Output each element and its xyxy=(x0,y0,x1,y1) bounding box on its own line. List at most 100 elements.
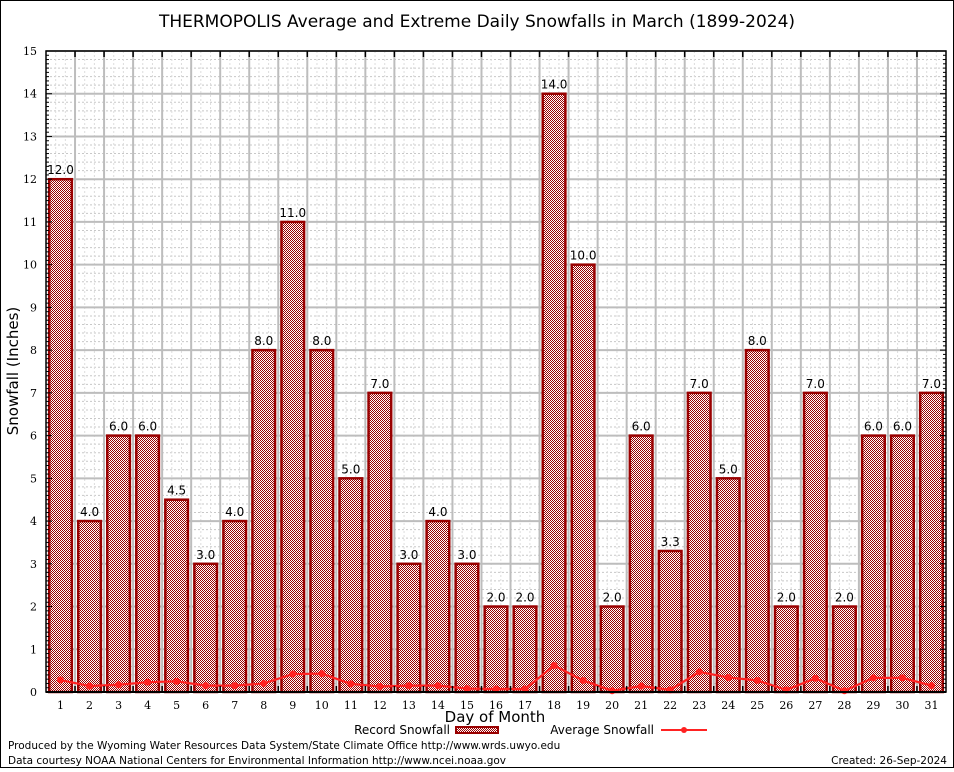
x-tick-label: 1 xyxy=(57,699,64,712)
x-tick-label: 24 xyxy=(721,699,735,712)
average-point-day-16 xyxy=(492,685,500,693)
axes xyxy=(45,50,947,693)
legend-swatch-record xyxy=(455,726,499,734)
bar-value-label: 8.0 xyxy=(748,334,767,348)
footer-created-date: Created: 26-Sep-2024 xyxy=(831,755,947,767)
bar-record-day-4 xyxy=(135,434,161,694)
average-line xyxy=(57,662,935,695)
bar-record-day-22 xyxy=(657,549,683,694)
average-point-day-27 xyxy=(811,674,819,682)
footer-produced-by: Produced by the Wyoming Water Resources … xyxy=(8,740,560,752)
bar-value-label: 3.0 xyxy=(399,548,418,562)
bar-value-label: 6.0 xyxy=(138,420,157,434)
y-tick-label: 2 xyxy=(30,601,37,614)
x-tick-label: 13 xyxy=(402,699,416,712)
bar-record-day-16 xyxy=(483,605,509,694)
average-point-day-9 xyxy=(289,670,297,678)
bar-record-day-29 xyxy=(860,434,886,694)
x-tick-label: 9 xyxy=(289,699,296,712)
bar-record-day-24 xyxy=(715,477,741,694)
bar-value-label: 7.0 xyxy=(806,377,825,391)
bar-record-day-3 xyxy=(106,434,132,694)
y-tick-label: 13 xyxy=(23,130,37,143)
bar-value-label: 7.0 xyxy=(922,377,941,391)
average-point-day-12 xyxy=(376,682,384,690)
bar-value-label: 2.0 xyxy=(486,591,505,605)
bar-record-day-19 xyxy=(570,263,596,694)
bar-record-day-25 xyxy=(744,348,770,694)
y-axis-label: Snowfall (Inches) xyxy=(4,307,22,435)
x-tick-label: 30 xyxy=(895,699,909,712)
bar-value-label: 6.0 xyxy=(632,420,651,434)
y-tick-label: 8 xyxy=(30,344,37,357)
average-point-day-29 xyxy=(869,674,877,682)
bar-value-label: 8.0 xyxy=(254,334,273,348)
average-point-day-5 xyxy=(173,677,181,685)
average-point-day-15 xyxy=(463,685,471,693)
x-tick-label: 15 xyxy=(460,699,474,712)
x-tick-label: 29 xyxy=(866,699,880,712)
x-tick-label: 17 xyxy=(518,699,532,712)
x-tick-label: 10 xyxy=(315,699,329,712)
average-point-day-25 xyxy=(753,676,761,684)
x-tick-label: 27 xyxy=(808,699,822,712)
x-tick-label: 21 xyxy=(634,699,648,712)
bar-value-label: 7.0 xyxy=(370,377,389,391)
x-tick-label: 16 xyxy=(489,699,503,712)
bar-record-day-26 xyxy=(773,605,799,694)
x-axis-label: Day of Month xyxy=(445,708,546,726)
x-tick-label: 26 xyxy=(779,699,793,712)
average-point-day-23 xyxy=(695,668,703,676)
x-tick-label: 4 xyxy=(144,699,151,712)
bar-value-label: 8.0 xyxy=(312,334,331,348)
y-tick-label: 4 xyxy=(30,515,37,528)
x-tick-label: 5 xyxy=(173,699,180,712)
footer-data-courtesy: Data courtesy NOAA National Centers for … xyxy=(8,755,506,767)
y-tick-label: 1 xyxy=(30,643,37,656)
y-tick-label: 5 xyxy=(30,472,37,485)
x-tick-label: 3 xyxy=(115,699,122,712)
y-tick-label: 7 xyxy=(30,387,37,400)
average-point-day-6 xyxy=(202,682,210,690)
average-point-day-19 xyxy=(579,676,587,684)
bar-record-day-17 xyxy=(512,605,538,694)
average-point-day-8 xyxy=(260,679,268,687)
y-tick-label: 10 xyxy=(23,259,37,272)
x-tick-label: 31 xyxy=(924,699,938,712)
bar-value-label: 14.0 xyxy=(541,78,568,92)
average-point-day-30 xyxy=(898,674,906,682)
y-tick-label: 12 xyxy=(23,173,37,186)
bar-record-day-5 xyxy=(164,498,190,694)
y-tick-label: 3 xyxy=(30,558,37,571)
bar-value-label: 3.0 xyxy=(457,548,476,562)
bar-value-label: 2.0 xyxy=(515,591,534,605)
x-tick-label: 8 xyxy=(260,699,267,712)
bar-value-label: 2.0 xyxy=(777,591,796,605)
bar-record-day-1 xyxy=(47,177,74,694)
y-tick-label: 14 xyxy=(23,88,37,101)
bar-record-day-21 xyxy=(628,434,654,694)
bar-record-day-10 xyxy=(309,348,335,694)
average-point-day-7 xyxy=(231,682,239,690)
average-point-day-10 xyxy=(318,670,326,678)
bar-record-day-30 xyxy=(889,434,916,694)
bar-value-label: 4.0 xyxy=(428,505,447,519)
bar-record-day-20 xyxy=(599,605,625,694)
bar-record-day-2 xyxy=(76,519,103,694)
x-tick-label: 22 xyxy=(663,699,677,712)
x-tick-label: 14 xyxy=(431,699,445,712)
x-tick-label: 19 xyxy=(576,699,590,712)
x-tick-label: 12 xyxy=(373,699,387,712)
bars xyxy=(47,92,945,694)
bar-record-day-9 xyxy=(280,220,306,694)
average-point-day-24 xyxy=(724,673,732,681)
bar-record-day-28 xyxy=(831,605,857,694)
bar-value-label: 4.0 xyxy=(80,505,99,519)
legend: Record Snowfall Average Snowfall xyxy=(354,723,707,737)
bar-value-label: 6.0 xyxy=(864,420,883,434)
bar-record-day-11 xyxy=(338,477,364,694)
average-point-day-18 xyxy=(550,662,558,670)
